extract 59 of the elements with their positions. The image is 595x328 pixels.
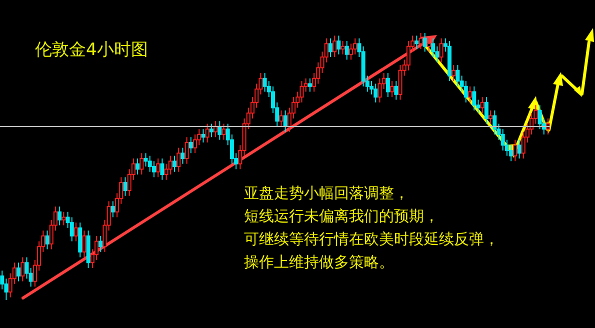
candlestick: [218, 120, 222, 140]
candlestick: [20, 256, 25, 282]
candlestick: [180, 147, 185, 164]
candlestick: [172, 155, 177, 172]
chart-title: 伦敦金4小时图: [35, 39, 148, 61]
candlestick: [98, 235, 103, 252]
candlestick: [62, 211, 66, 226]
candlestick: [222, 123, 226, 140]
candlestick: [480, 96, 484, 114]
candlestick: [82, 230, 86, 258]
candlestick: [426, 38, 431, 52]
candlestick: [418, 33, 423, 50]
candlestick: [468, 86, 472, 103]
candlestick: [472, 86, 476, 111]
candlestick: [456, 64, 460, 87]
candlestick: [283, 110, 288, 132]
candlestick: [24, 256, 29, 280]
candlestick: [513, 139, 518, 162]
candlestick: [16, 262, 21, 282]
candlestick: [214, 120, 218, 138]
candlestick: [279, 110, 284, 127]
candlestick: [394, 80, 398, 100]
candlestick: [140, 152, 144, 176]
candlestick: [340, 40, 345, 55]
annotation: 短线运行未偏离我们的预期，: [244, 206, 440, 227]
candlestick: [422, 33, 427, 52]
candlestick: [336, 35, 341, 55]
candlestick: [156, 158, 160, 178]
candlestick: [188, 136, 193, 154]
candlestick: [386, 72, 390, 98]
candlestick: [344, 40, 349, 60]
candlestick: [452, 64, 456, 82]
candlestick: [374, 83, 378, 103]
candlestick: [58, 206, 62, 226]
candlestick: [378, 78, 382, 103]
candlestick: [484, 96, 488, 124]
candlestick: [308, 78, 312, 92]
candlestick: [517, 139, 522, 159]
annotation: 亚盘走势小幅回落调整，: [244, 183, 410, 204]
candlestick: [110, 200, 115, 218]
candlestick: [184, 136, 189, 164]
candlestick: [123, 176, 128, 196]
candlestick: [390, 80, 394, 98]
candlestick: [160, 158, 164, 180]
candlestick: [414, 35, 419, 50]
candlestick: [488, 110, 493, 124]
annotation: 操作上维持做多策略。: [244, 252, 395, 273]
candlestick: [439, 38, 444, 63]
candlestick: [201, 128, 206, 143]
candlestick: [45, 230, 50, 250]
candlestick: [332, 35, 337, 58]
candlestick: [492, 110, 497, 135]
annotation: 可继续等待行情在欧美时段延续反弹，: [244, 229, 499, 250]
candlestick: [176, 147, 181, 172]
candlestick: [205, 123, 210, 143]
candlestick: [328, 38, 332, 58]
candlestick: [209, 123, 214, 138]
candlestick: [74, 222, 78, 242]
candlestick: [136, 158, 140, 176]
